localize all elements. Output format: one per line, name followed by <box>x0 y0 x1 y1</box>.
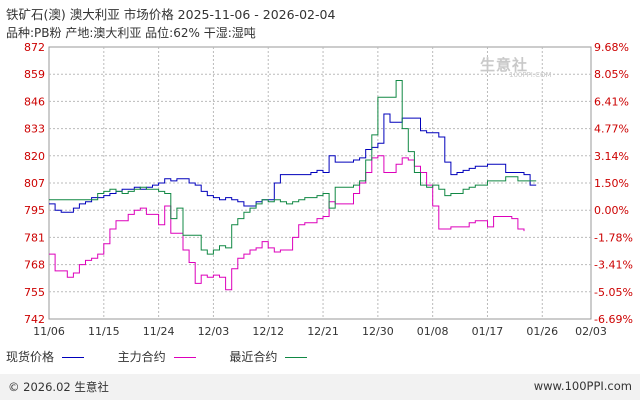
legend-label-recent: 最近合约 <box>229 350 278 364</box>
y-left-tick-label: 795 <box>24 204 45 217</box>
y-right-tick-label: 8.05% <box>594 68 629 81</box>
x-tick-label: 12/21 <box>307 325 339 338</box>
y-right-tick-label: -1.78% <box>594 231 633 244</box>
y-left-tick-label: 742 <box>24 313 45 326</box>
y-right-tick-label: -5.05% <box>594 286 633 299</box>
x-tick-label: 02/03 <box>575 325 607 338</box>
legend-line-recent <box>285 357 308 358</box>
y-right-tick-label: -3.41% <box>594 259 633 272</box>
spot-price-line <box>49 113 537 213</box>
footer-copyright: © 2026.02 生意社 <box>8 380 109 394</box>
recent-contract-line <box>49 80 537 255</box>
footer-site-link[interactable]: www.100PPI.com <box>533 379 632 393</box>
x-tick-label: 11/15 <box>88 325 120 338</box>
x-tick-label: 12/12 <box>252 325 284 338</box>
y-left-tick-label: 859 <box>24 68 45 81</box>
page-title: 铁矿石(澳) 澳大利亚 市场价格 2025-11-06 - 2026-02-04 <box>6 7 336 22</box>
footer-bar: © 2026.02 生意社 www.100PPI.com <box>0 374 640 400</box>
main-contract-line <box>49 155 525 291</box>
chart-legend: 现货价格 主力合约 最近合约 <box>6 348 308 365</box>
y-left-tick-label: 846 <box>24 95 45 108</box>
legend-label-spot: 现货价格 <box>6 350 55 364</box>
x-tick-label: 11/06 <box>33 325 65 338</box>
legend-line-spot <box>61 357 84 358</box>
y-left-tick-label: 781 <box>24 231 45 244</box>
y-right-tick-label: 3.14% <box>594 150 629 163</box>
x-tick-label: 11/24 <box>143 325 175 338</box>
x-tick-label: 01/26 <box>526 325 558 338</box>
y-left-tick-label: 833 <box>24 123 45 136</box>
x-tick-label: 12/03 <box>198 325 230 338</box>
watermark-url: 100PPI.COM <box>509 71 552 79</box>
x-tick-label: 01/08 <box>417 325 449 338</box>
y-right-tick-label: 4.77% <box>594 123 629 136</box>
y-right-tick-label: 9.68% <box>594 41 629 54</box>
watermark-logo: 生意社 <box>480 56 529 74</box>
y-right-tick-label: -6.69% <box>594 313 633 326</box>
chart-subtitle: 品种:PB粉 产地:澳大利亚 品位:62% 干湿:湿吨 <box>6 26 256 40</box>
legend-label-main: 主力合约 <box>117 350 166 364</box>
y-right-tick-label: 1.50% <box>594 177 629 190</box>
y-left-tick-label: 755 <box>24 286 45 299</box>
x-tick-label: 12/30 <box>362 325 394 338</box>
y-left-tick-label: 820 <box>24 150 45 163</box>
y-left-tick-label: 872 <box>24 41 45 54</box>
y-left-tick-label: 768 <box>24 259 45 272</box>
legend-line-main <box>173 357 196 358</box>
y-right-tick-label: 0.00% <box>594 204 629 217</box>
x-tick-label: 01/17 <box>472 325 504 338</box>
y-left-tick-label: 807 <box>24 177 45 190</box>
y-right-tick-label: 6.41% <box>594 95 629 108</box>
